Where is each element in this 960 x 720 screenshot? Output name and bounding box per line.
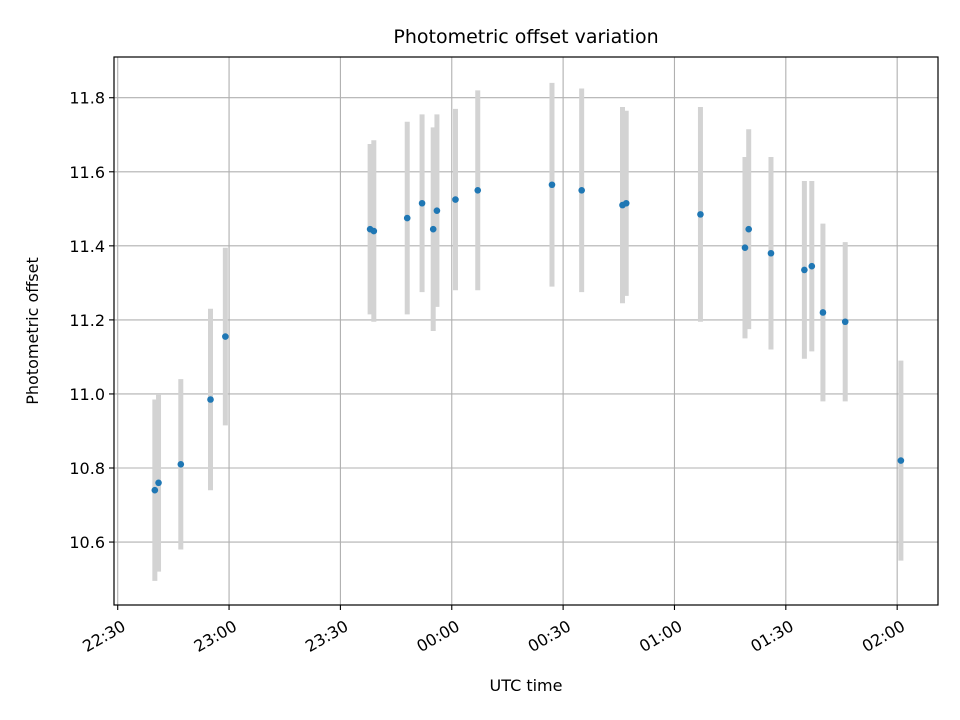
y-tick-label: 11.6 <box>69 163 105 182</box>
data-point <box>841 318 849 326</box>
chart-title: Photometric offset variation <box>393 26 658 48</box>
data-point <box>207 396 214 403</box>
data-point <box>433 207 441 214</box>
y-tick-label: 11.4 <box>69 237 105 256</box>
y-axis: 10.6 10.8 11.0 11.2 11.4 11.6 11.8 <box>69 89 114 552</box>
data-point <box>819 309 827 316</box>
y-tick-label: 10.8 <box>69 459 105 478</box>
data-point <box>429 225 437 233</box>
data-point <box>155 479 162 487</box>
data-point <box>741 244 749 251</box>
data-point <box>622 199 630 207</box>
data-point <box>418 199 426 207</box>
data-point <box>403 214 411 222</box>
x-gridlines <box>117 57 898 605</box>
data-point <box>548 181 556 189</box>
data-point <box>801 266 808 274</box>
y-tick-label: 11.8 <box>69 89 105 108</box>
data-point <box>578 186 585 194</box>
y-gridlines <box>114 97 938 543</box>
data-point <box>370 227 378 235</box>
y-tick-label: 10.6 <box>69 533 105 552</box>
data-points <box>151 181 905 494</box>
data-point <box>452 196 459 203</box>
plot-area <box>114 57 938 605</box>
y-axis-label: Photometric offset <box>23 257 42 405</box>
data-point <box>897 457 905 464</box>
data-point <box>745 225 753 233</box>
plot-frame <box>113 56 939 606</box>
data-point <box>697 211 704 218</box>
data-point <box>222 333 229 340</box>
y-tick-label: 11.2 <box>69 311 105 330</box>
data-point <box>808 262 816 270</box>
data-point <box>177 460 185 468</box>
data-point <box>474 186 482 194</box>
data-point <box>151 486 159 494</box>
y-tick-label: 11.0 <box>69 385 105 404</box>
data-point <box>767 249 775 257</box>
x-axis-label: UTC time <box>490 676 563 695</box>
